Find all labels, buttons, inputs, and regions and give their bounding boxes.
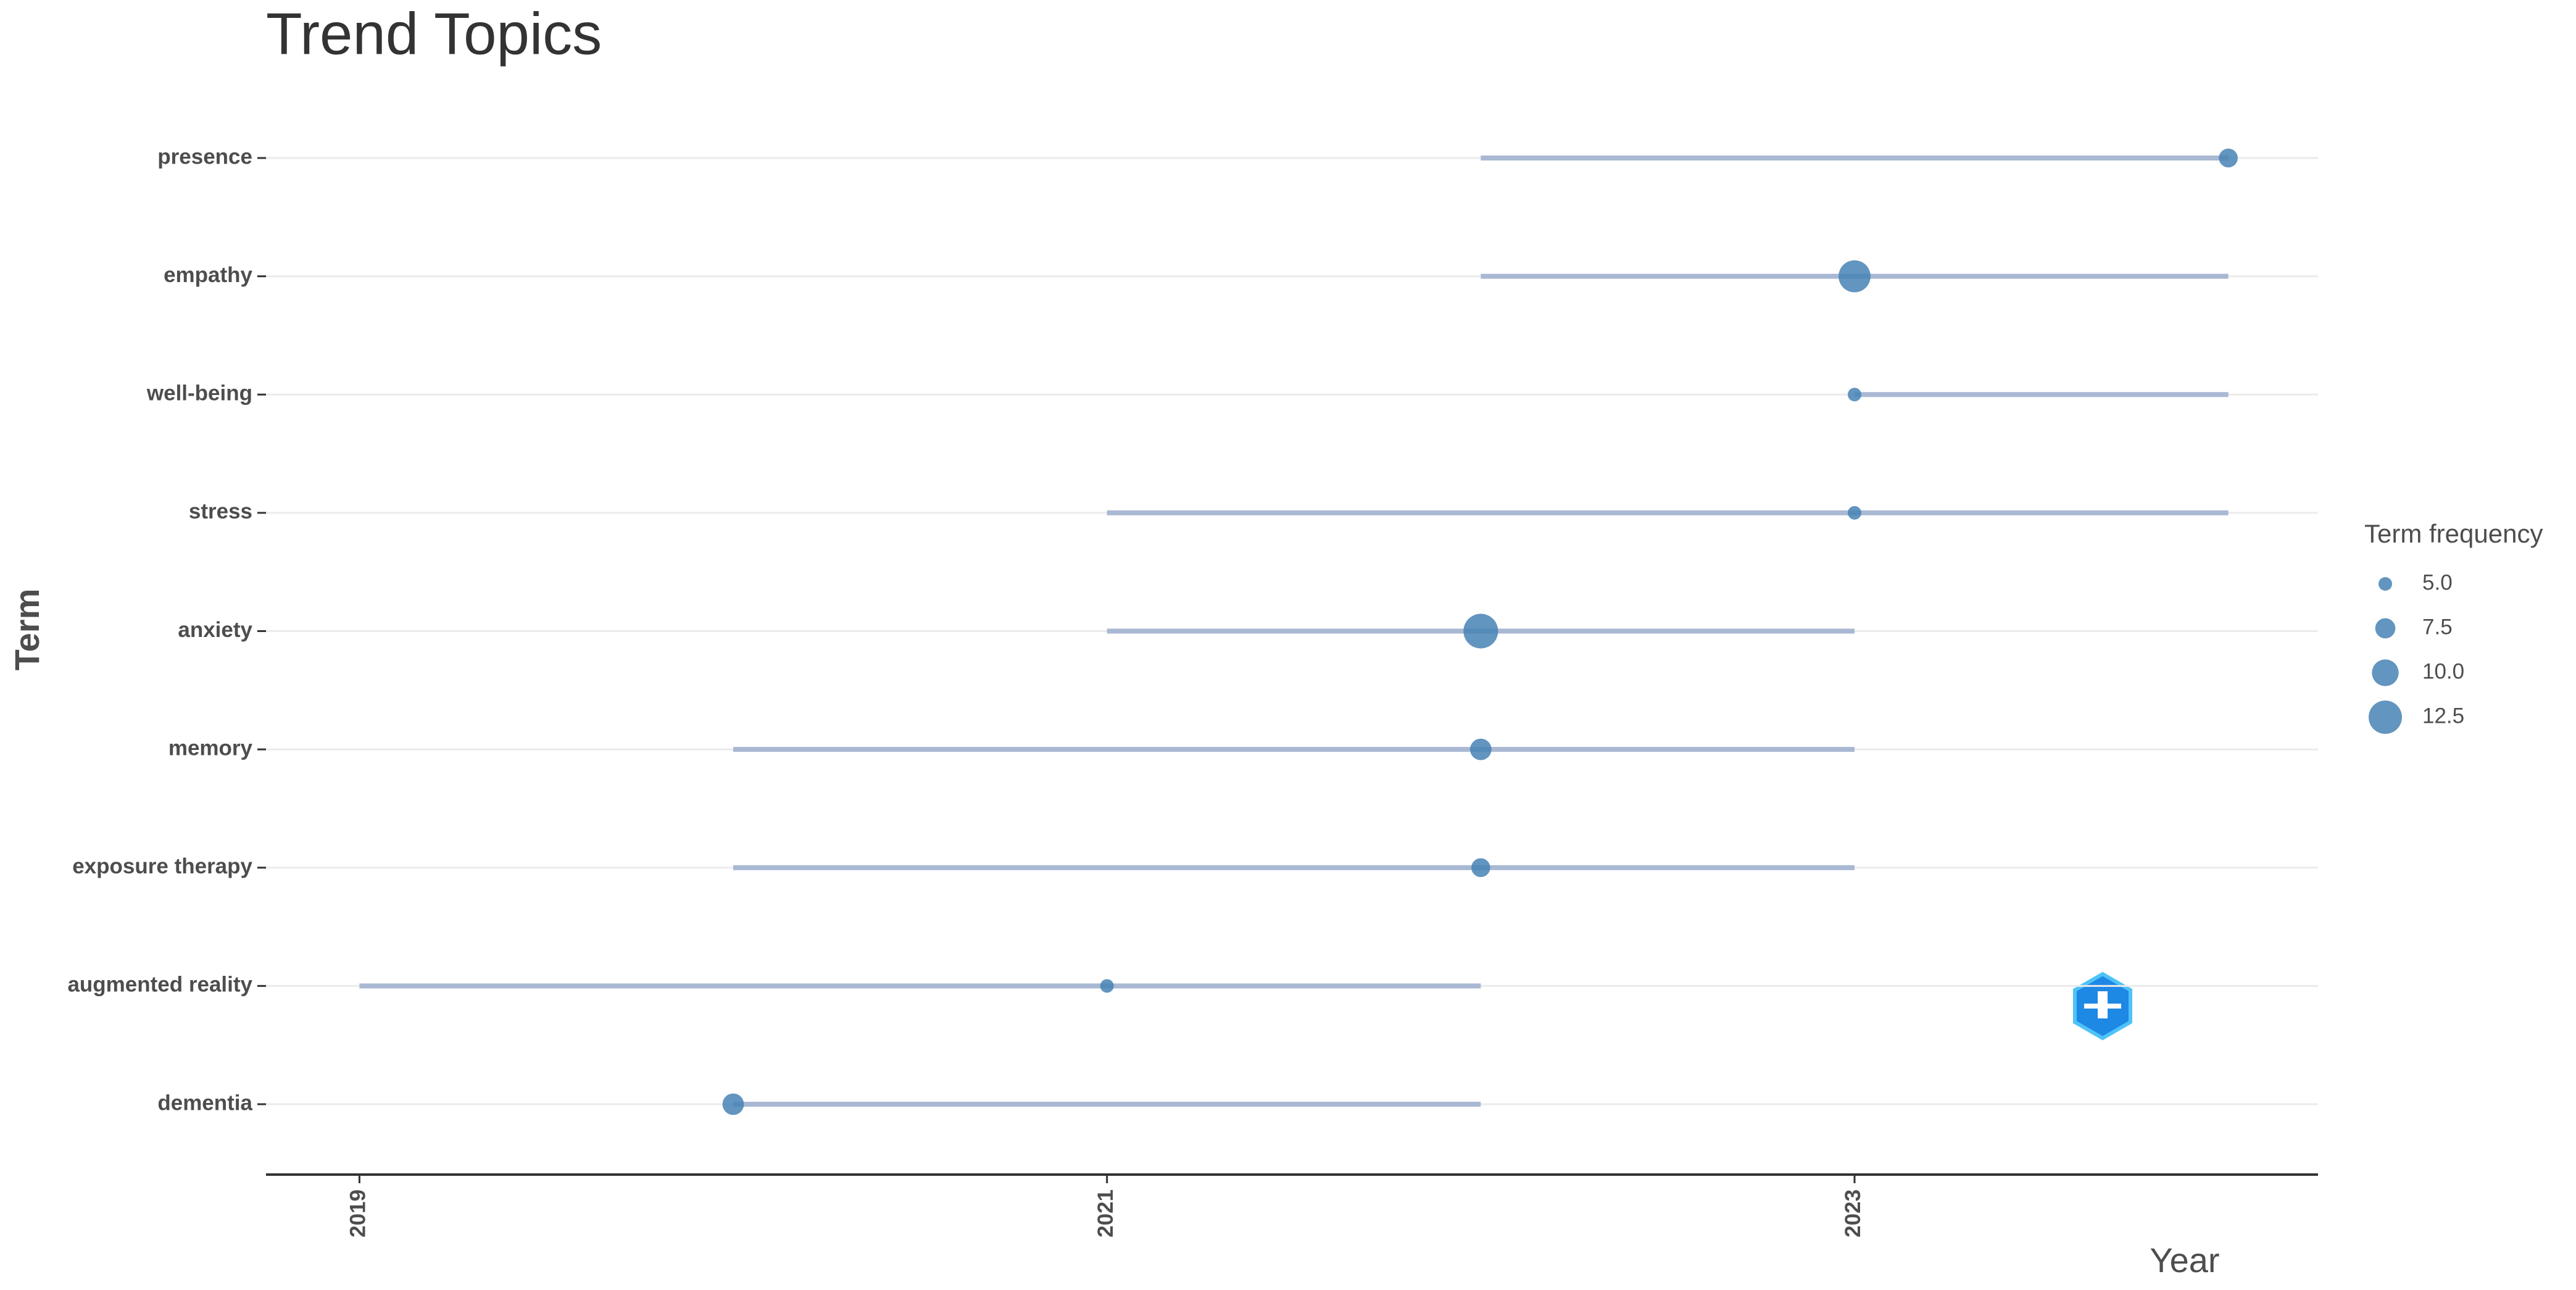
y-tick-label: anxiety [178,618,252,642]
dot [1847,506,1861,520]
dot [1469,738,1492,760]
legend-title: Term frequency [2364,519,2543,548]
x-tick-label: 2021 [1094,1189,1118,1238]
x-tick-label: 2023 [1841,1189,1865,1238]
x-tick-label: 2019 [346,1189,370,1238]
dot [1100,979,1114,993]
dot [1463,614,1498,649]
y-tick-label: augmented reality [67,973,252,997]
y-axis-title: Term [7,589,46,671]
legend-label: 5.0 [2422,570,2453,594]
dot [1839,260,1871,293]
y-tick-label: exposure therapy [72,854,252,878]
y-tick-label: stress [189,499,252,523]
legend-dot [2379,577,2392,591]
dot [1471,858,1490,878]
y-tick-label: presence [157,144,252,169]
dot [722,1093,744,1115]
legend-label: 7.5 [2422,615,2453,639]
dot [1847,388,1861,402]
y-tick-label: dementia [157,1091,252,1115]
legend-dot [2375,618,2396,639]
x-axis-title: Year [2150,1241,2219,1280]
legend-dot [2369,701,2402,734]
dot [2219,148,2238,168]
chart-title: Trend Topics [266,1,602,67]
legend-dot [2372,659,2399,686]
legend-label: 12.5 [2422,704,2464,728]
y-tick-label: empathy [164,263,252,287]
y-tick-label: memory [168,736,253,760]
legend-label: 10.0 [2422,659,2464,683]
y-tick-label: well-being [146,381,252,406]
logo [2073,972,2132,1041]
